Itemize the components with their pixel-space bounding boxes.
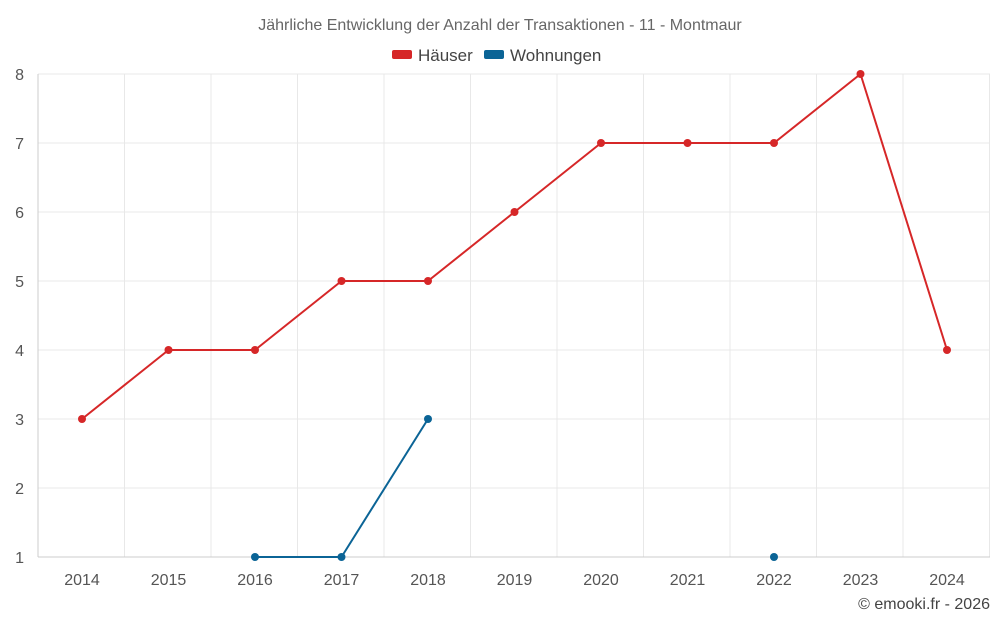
x-tick-label-2019: 2019 [497,572,533,589]
data-point-houses-2018[interactable] [424,277,432,285]
y-tick-label-6: 6 [15,205,24,222]
y-tick-label-8: 8 [15,67,24,84]
legend-item-houses[interactable]: Häuser [392,46,473,65]
legend-label-houses: Häuser [418,46,473,65]
data-point-apartments-2016[interactable] [251,553,259,561]
x-tick-label-2023: 2023 [843,572,879,589]
credit-text: © emooki.fr - 2026 [858,596,990,613]
data-point-houses-2020[interactable] [597,139,605,147]
data-point-houses-2021[interactable] [683,139,692,147]
y-tick-label-2: 2 [15,481,24,498]
data-point-apartments-2022[interactable] [770,553,778,561]
data-point-houses-2022[interactable] [770,139,778,147]
data-point-houses-2024[interactable] [943,346,951,354]
data-point-houses-2017[interactable] [337,277,346,285]
data-point-houses-2016[interactable] [251,346,259,354]
series-line-houses-0 [81,73,948,420]
y-tick-label-3: 3 [15,412,24,429]
data-point-houses-2023[interactable] [856,70,865,78]
plot-area: 1 2 3 4 5 6 7 8 2014 2015 2016 2017 2018 2019 2020 2021… [15,67,990,589]
chart-title: Jährliche Entwicklung der Anzahl der Tra… [258,17,742,34]
y-tick-label-4: 4 [15,343,24,360]
data-point-houses-2015[interactable] [164,346,173,354]
legend-swatch-houses [392,50,412,59]
x-tick-label-2022: 2022 [756,572,792,589]
data-point-houses-2019[interactable] [510,208,519,216]
legend-item-apartments[interactable]: Wohnungen [484,46,601,65]
x-tick-label-2016: 2016 [237,572,273,589]
x-tick-label-2020: 2020 [583,572,619,589]
x-tick-label-2017: 2017 [324,572,360,589]
y-tick-label-7: 7 [15,136,24,153]
x-tick-label-2024: 2024 [929,572,965,589]
x-tick-label-2021: 2021 [670,572,706,589]
data-point-houses-2014[interactable] [78,415,86,423]
data-point-apartments-2017[interactable] [337,553,346,561]
x-tick-label-2018: 2018 [410,572,446,589]
legend-label-apartments: Wohnungen [510,46,601,65]
data-point-apartments-2018[interactable] [424,415,432,423]
x-tick-label-2014: 2014 [64,572,100,589]
y-tick-label-5: 5 [15,274,24,291]
y-tick-label-1: 1 [15,550,24,567]
x-tick-label-2015: 2015 [151,572,187,589]
legend: Häuser Wohnungen [392,46,601,65]
legend-swatch-apartments [484,50,504,59]
